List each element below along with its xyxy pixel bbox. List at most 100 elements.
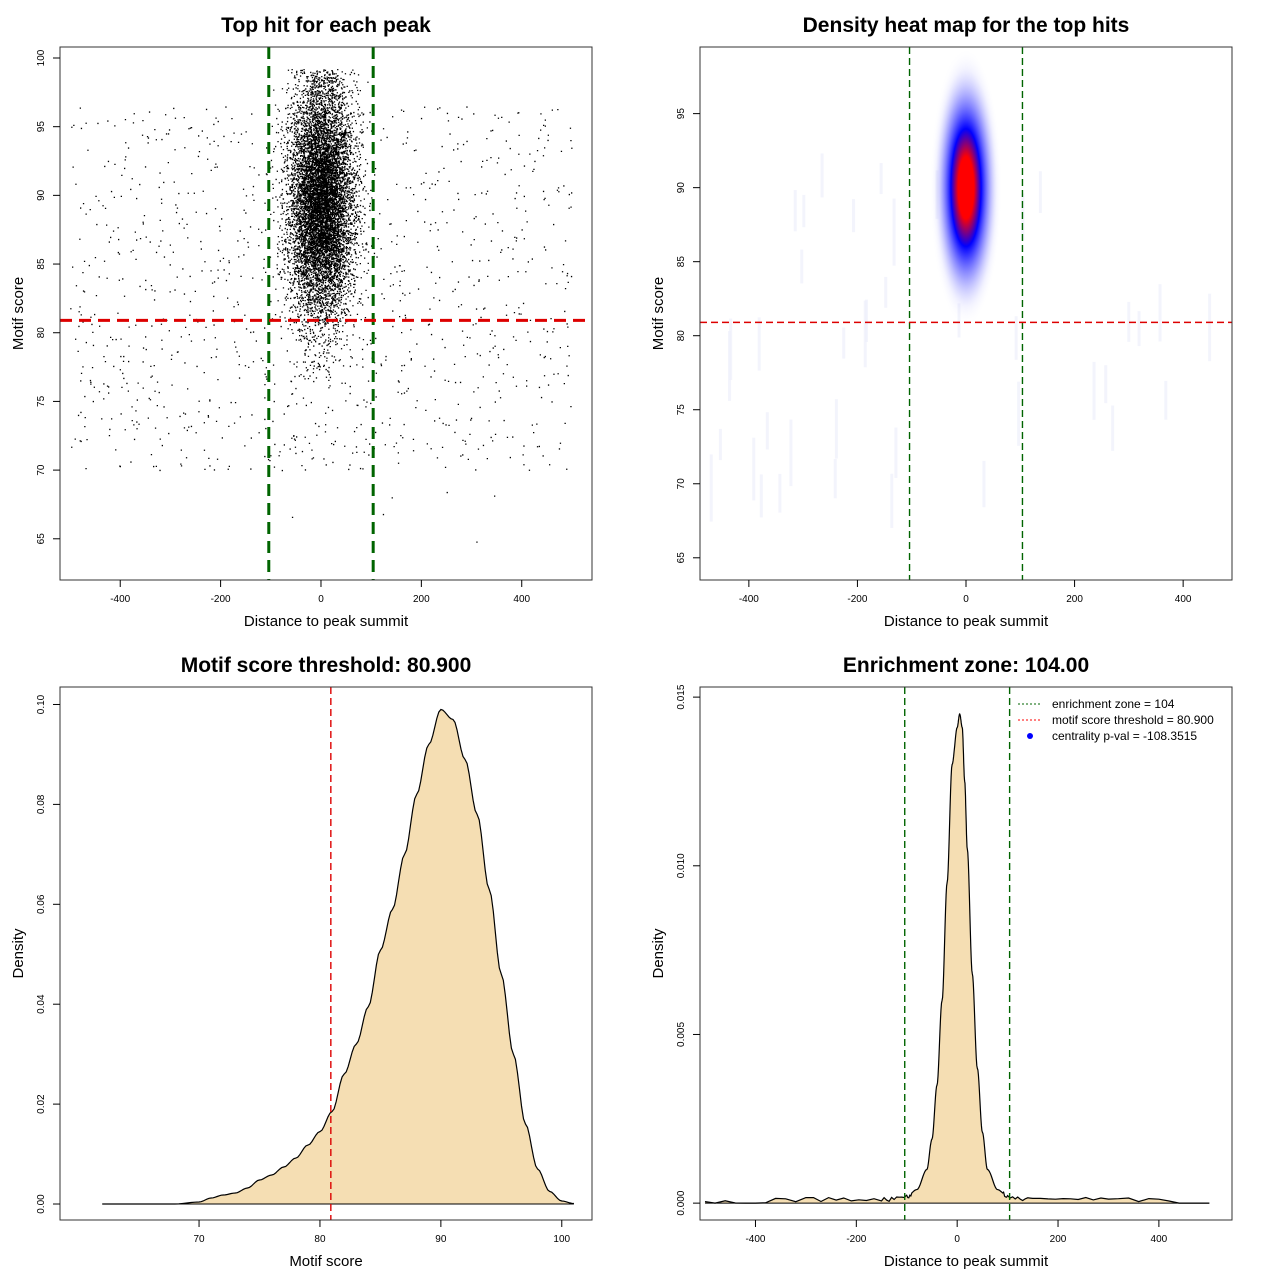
chart-title: Density heat map for the top hits [803,14,1130,37]
heat-streak [879,163,883,195]
scatter-points [70,69,573,543]
heat-streak [842,327,846,359]
plot-frame [59,686,593,1221]
x-tick-label: 400 [1175,594,1192,605]
heat-streak [890,473,894,528]
chart-title: Top hit for each peak [221,14,431,37]
y-axis-label: Motif score [10,277,27,350]
x-axis-label: Distance to peak summit [244,613,409,630]
x-tick-label: 100 [553,1234,570,1245]
x-axis-label: Distance to peak summit [884,613,1049,630]
x-tick-label: 0 [963,594,969,605]
y-axis-label: Motif score [650,277,667,350]
heat-streak [894,427,898,478]
scatter-point-marks [70,69,573,543]
y-tick-label: 0.010 [676,853,687,878]
heat-streak [802,194,806,228]
y-tick-label: 75 [676,404,687,416]
y-tick-label: 100 [36,49,47,66]
y-tick-label: 0.02 [36,1094,47,1114]
x-tick-label: -400 [739,594,759,605]
x-tick-label: 0 [954,1234,960,1245]
x-axis-label: Distance to peak summit [884,1253,1049,1270]
y-tick-label: 0.00 [36,1194,47,1214]
y-tick-label: 0.10 [36,694,47,714]
heat-streak [834,399,838,459]
density-curve [102,708,574,1205]
heat-streak [793,190,797,232]
x-tick-label: 80 [314,1234,326,1245]
heat-streak [1137,311,1141,347]
y-tick-label: 85 [676,256,687,268]
x-tick-label: 200 [1050,1234,1067,1245]
heat-streak [789,419,793,487]
x-tick-label: 400 [513,594,530,605]
heat-streak [833,458,837,499]
y-tick-label: 85 [36,258,47,270]
y-axis-label: Density [10,928,27,979]
y-tick-label: 0.08 [36,794,47,814]
heat-streak [778,473,782,513]
y-tick-label: 80 [676,330,687,342]
heatmap-area [709,47,1212,528]
x-tick-label: 70 [193,1234,205,1245]
y-tick-label: 80 [36,327,47,339]
heat-streak [863,300,867,368]
chart-title: Enrichment zone: 104.00 [843,654,1089,677]
heat-streak [1158,284,1162,342]
x-tick-label: 200 [413,594,430,605]
heat-streak [1014,316,1018,360]
y-tick-label: 65 [36,533,47,545]
legend-swatch-pval [1027,733,1033,739]
heat-streak [1164,380,1168,420]
y-tick-label: 65 [676,552,687,564]
heat-streak [1111,405,1115,451]
density-fill [102,709,574,1205]
y-tick-label: 70 [676,478,687,490]
y-tick-label: 0.06 [36,894,47,914]
legend-label: enrichment zone = 104 [1052,697,1175,711]
y-tick-label: 90 [36,189,47,201]
heat-streak [759,474,763,518]
heat-streak [892,198,896,266]
heat-streak [757,317,761,371]
y-tick-label: 0.04 [36,994,47,1014]
x-tick-label: -400 [745,1234,765,1245]
heat-streak [765,412,769,450]
heat-streak [752,437,756,501]
x-axis-label: Motif score [289,1253,362,1270]
heat-streak [982,460,986,508]
y-axis-label: Density [650,928,667,979]
y-tick-label: 95 [676,108,687,120]
heat-streak [852,199,856,233]
x-tick-label: -400 [110,594,130,605]
density-hotspot [930,47,1002,328]
heat-streak [1127,301,1131,342]
heat-streak [800,249,804,284]
heat-streak [1017,381,1021,446]
y-tick-label: 90 [676,182,687,194]
chart-title: Motif score threshold: 80.900 [181,654,472,677]
x-tick-label: -200 [846,1234,866,1245]
y-tick-label: 70 [36,464,47,476]
legend-label: motif score threshold = 80.900 [1052,713,1214,727]
y-tick-label: 0.015 [676,684,687,709]
plot-frame [699,686,1233,1221]
x-tick-label: -200 [847,594,867,605]
x-tick-label: 0 [318,594,324,605]
y-tick-label: 75 [36,395,47,407]
y-tick-label: 95 [36,121,47,133]
y-tick-label: 0.005 [676,1022,687,1047]
heat-streak [729,318,733,380]
density-fill [705,714,1210,1204]
heat-streak [709,454,713,522]
heat-streak [1092,361,1096,420]
x-tick-label: 90 [435,1234,447,1245]
x-tick-label: -200 [211,594,231,605]
heat-streak [820,153,824,198]
heat-streak [884,276,888,308]
legend-label: centrality p-val = -108.3515 [1052,729,1197,743]
heat-streak [1038,171,1042,213]
y-tick-label: 0.000 [676,1190,687,1215]
